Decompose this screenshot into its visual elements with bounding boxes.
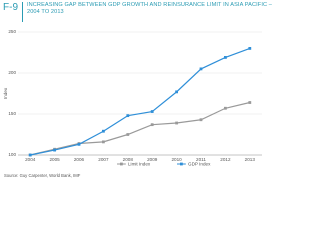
y-tick-label: 250 xyxy=(8,29,16,34)
series-line xyxy=(30,101,250,156)
point xyxy=(102,129,105,133)
x-tick-label: 2011 xyxy=(196,157,206,162)
x-tick-label: 2012 xyxy=(220,157,231,162)
point xyxy=(248,47,252,50)
point xyxy=(126,114,130,118)
y-tick-label: 100 xyxy=(8,152,16,157)
point xyxy=(224,56,227,59)
x-tick-label: 2013 xyxy=(245,157,256,162)
chart: Index 100 150 200 250 2004 2005 2006 2007 2008 200… xyxy=(3,29,262,178)
y-axis-label: Index xyxy=(3,87,8,99)
x-tick-label: 2007 xyxy=(98,157,109,162)
point xyxy=(248,101,252,104)
legend-label: GDP Index xyxy=(188,161,211,166)
x-tick-label: 2005 xyxy=(49,157,60,162)
point xyxy=(199,118,203,122)
x-tick-label: 2009 xyxy=(147,157,158,162)
point xyxy=(224,106,227,110)
x-tick-label: 2008 xyxy=(123,157,134,162)
point xyxy=(150,110,154,113)
point xyxy=(175,90,178,94)
figure-label: F-9 xyxy=(3,2,18,13)
point xyxy=(199,67,203,71)
point xyxy=(175,121,178,125)
legend-label: Limit Index xyxy=(128,161,151,166)
point xyxy=(28,153,32,157)
title-separator xyxy=(22,2,23,22)
page: F-9 INCREASING GAP BETWEEN GDP GROWTH AN… xyxy=(3,2,272,178)
source-note: Source: Guy Carpenter, World Bank, IMF xyxy=(4,173,81,178)
x-tick-label: 2010 xyxy=(171,157,182,162)
x-tick-label: 2006 xyxy=(74,157,85,162)
chart-title: INCREASING GAP BETWEEN GDP GROWTH AND RE… xyxy=(27,2,272,15)
x-tick-label: 2004 xyxy=(25,157,36,162)
point xyxy=(102,140,105,144)
point xyxy=(126,133,130,136)
y-tick-label: 150 xyxy=(8,111,16,116)
y-tick-label: 200 xyxy=(8,70,16,75)
point xyxy=(77,142,81,146)
point xyxy=(150,123,154,127)
series-line xyxy=(30,47,251,156)
point xyxy=(53,148,56,152)
